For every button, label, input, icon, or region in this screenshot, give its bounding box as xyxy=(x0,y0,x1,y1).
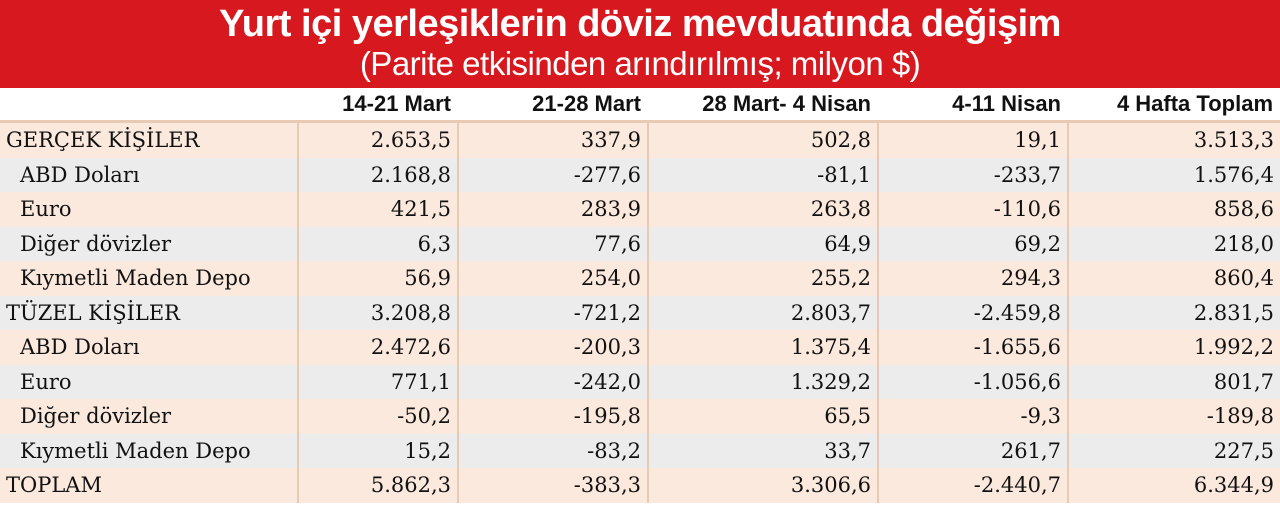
table-cell: 19,1 xyxy=(877,121,1068,158)
table-row: GERÇEK KİŞİLER 2.653,5 337,9 502,8 19,1 3.513… xyxy=(0,121,1280,158)
chart-title: Yurt içi yerleşiklerin döviz mevduatında… xyxy=(219,3,1061,45)
table-cell: 64,9 xyxy=(647,226,878,261)
table-cell: -721,2 xyxy=(457,295,648,330)
column-header: 28 Mart- 4 Nisan xyxy=(647,88,879,123)
table-cell: 5.862,3 xyxy=(297,468,458,503)
table-row: ABD Doları 2.472,6 -200,3 1.375,4 -1.655,6 1.… xyxy=(0,330,1280,365)
table-cell: 421,5 xyxy=(297,192,458,227)
row-label: Diğer dövizler xyxy=(0,226,298,261)
column-header: 4-11 Nisan xyxy=(877,88,1069,123)
table-cell: 502,8 xyxy=(647,121,878,158)
table-cell: -242,0 xyxy=(457,364,648,399)
table-row: Euro 771,1 -242,0 1.329,2 -1.056,6 801,7 xyxy=(0,364,1280,399)
table-cell: 2.803,7 xyxy=(647,295,878,330)
table-cell: 337,9 xyxy=(457,121,648,158)
table-cell: -383,3 xyxy=(457,468,648,503)
row-label: ABD Doları xyxy=(0,157,298,192)
table-cell: 1.375,4 xyxy=(647,330,878,365)
row-label: ABD Doları xyxy=(0,330,298,365)
table-cell: -50,2 xyxy=(297,399,458,434)
table-body: GERÇEK KİŞİLER 2.653,5 337,9 502,8 19,1 3.513… xyxy=(0,121,1280,503)
chart-subtitle: (Parite etkisinden arındırılmış; milyon … xyxy=(359,45,921,82)
table-cell: -277,6 xyxy=(457,157,648,192)
table-cell: 2.831,5 xyxy=(1067,295,1280,330)
table-row: Euro 421,5 283,9 263,8 -110,6 858,6 xyxy=(0,192,1280,227)
table-cell: 1.576,4 xyxy=(1067,157,1280,192)
table-cell: -189,8 xyxy=(1067,399,1280,434)
column-header: 4 Hafta Toplam xyxy=(1067,88,1280,123)
table-cell: -81,1 xyxy=(647,157,878,192)
row-label: Euro xyxy=(0,192,298,227)
table-cell: 294,3 xyxy=(877,261,1068,296)
table-cell: 771,1 xyxy=(297,364,458,399)
row-label: TÜZEL KİŞİLER xyxy=(0,295,298,330)
table-cell: -1.655,6 xyxy=(877,330,1068,365)
table-cell: 6,3 xyxy=(297,226,458,261)
table-cell: 254,0 xyxy=(457,261,648,296)
table-cell: -110,6 xyxy=(877,192,1068,227)
table-cell: 3.513,3 xyxy=(1067,121,1280,158)
table-cell: 261,7 xyxy=(877,433,1068,468)
table-cell: 2.653,5 xyxy=(297,121,458,158)
table-row: Kıymetli Maden Depo 56,9 254,0 255,2 294,3 86… xyxy=(0,261,1280,296)
row-label: Diğer dövizler xyxy=(0,399,298,434)
table-cell: 6.344,9 xyxy=(1067,468,1280,503)
table-cell: -83,2 xyxy=(457,433,648,468)
table-cell: 69,2 xyxy=(877,226,1068,261)
title-banner: Yurt içi yerleşiklerin döviz mevduatında… xyxy=(0,0,1280,88)
table-cell: 3.208,8 xyxy=(297,295,458,330)
table-cell: 1.992,2 xyxy=(1067,330,1280,365)
table-row: TOPLAM 5.862,3 -383,3 3.306,6 -2.440,7 6.344,… xyxy=(0,468,1280,503)
table-cell: 263,8 xyxy=(647,192,878,227)
table-cell: 2.168,8 xyxy=(297,157,458,192)
table-cell: 218,0 xyxy=(1067,226,1280,261)
column-header: 21-28 Mart xyxy=(457,88,649,123)
row-label: Euro xyxy=(0,364,298,399)
table-cell: 56,9 xyxy=(297,261,458,296)
table-cell: -1.056,6 xyxy=(877,364,1068,399)
table-cell: 2.472,6 xyxy=(297,330,458,365)
table-row: TÜZEL KİŞİLER 3.208,8 -721,2 2.803,7 -2.459,… xyxy=(0,295,1280,330)
table-row: Kıymetli Maden Depo 15,2 -83,2 33,7 261,7 227… xyxy=(0,433,1280,468)
column-header: 14-21 Mart xyxy=(297,88,459,123)
row-label: Kıymetli Maden Depo xyxy=(0,433,298,468)
row-label-header xyxy=(0,88,299,123)
table-cell: -200,3 xyxy=(457,330,648,365)
row-label: GERÇEK KİŞİLER xyxy=(0,121,298,158)
table-cell: -2.440,7 xyxy=(877,468,1068,503)
table-cell: 1.329,2 xyxy=(647,364,878,399)
table-cell: 858,6 xyxy=(1067,192,1280,227)
table-cell: -195,8 xyxy=(457,399,648,434)
table-cell: -2.459,8 xyxy=(877,295,1068,330)
table-row: ABD Doları 2.168,8 -277,6 -81,1 -233,7 1.576,… xyxy=(0,157,1280,192)
table-row: Diğer dövizler 6,3 77,6 64,9 69,2 218,0 xyxy=(0,226,1280,261)
table-cell: 65,5 xyxy=(647,399,878,434)
data-table: 14-21 Mart 21-28 Mart 28 Mart- 4 Nisan 4… xyxy=(0,88,1280,503)
table-row: Diğer dövizler -50,2 -195,8 65,5 -9,3 -189,8 xyxy=(0,399,1280,434)
table-cell: 15,2 xyxy=(297,433,458,468)
table-cell: 77,6 xyxy=(457,226,648,261)
table-cell: 801,7 xyxy=(1067,364,1280,399)
table-cell: -9,3 xyxy=(877,399,1068,434)
table-cell: 860,4 xyxy=(1067,261,1280,296)
header-row: 14-21 Mart 21-28 Mart 28 Mart- 4 Nisan 4… xyxy=(0,88,1280,123)
row-label: Kıymetli Maden Depo xyxy=(0,261,298,296)
table-cell: 227,5 xyxy=(1067,433,1280,468)
row-label: TOPLAM xyxy=(0,468,298,503)
table-cell: 283,9 xyxy=(457,192,648,227)
table-cell: 33,7 xyxy=(647,433,878,468)
table-cell: -233,7 xyxy=(877,157,1068,192)
table-cell: 3.306,6 xyxy=(647,468,878,503)
table-cell: 255,2 xyxy=(647,261,878,296)
